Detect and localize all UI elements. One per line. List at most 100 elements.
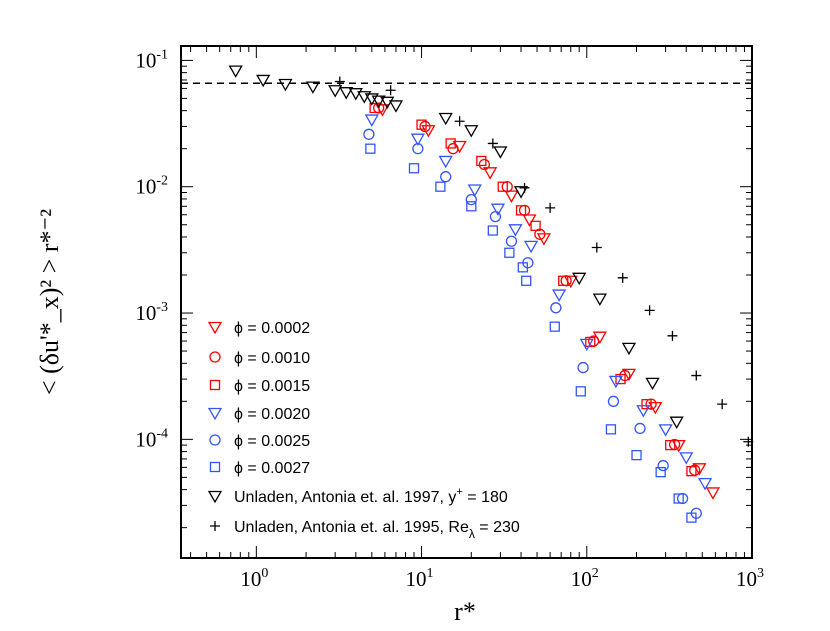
series-4	[363, 128, 702, 519]
legend-marker	[210, 521, 220, 531]
series-3	[364, 114, 713, 491]
data-point	[679, 452, 694, 465]
data-point	[697, 478, 713, 491]
data-point	[508, 224, 523, 237]
data-point	[515, 205, 527, 216]
data-point	[412, 143, 424, 155]
data-point	[671, 439, 686, 453]
data-point	[487, 138, 498, 149]
series-1	[373, 102, 701, 476]
x-tick-label: 100	[240, 566, 268, 591]
x-tick-label: 103	[736, 566, 764, 591]
data-point	[365, 143, 376, 154]
data-point	[435, 181, 446, 192]
data-point	[608, 375, 623, 389]
data-point	[466, 201, 477, 212]
data-point	[519, 182, 530, 193]
data-point	[657, 459, 669, 472]
series-7	[334, 76, 754, 447]
data-point	[617, 272, 628, 283]
plot-frame	[180, 45, 753, 559]
data-point	[686, 512, 697, 523]
data-point	[369, 102, 380, 114]
data-point	[691, 370, 702, 381]
data-point	[305, 81, 321, 94]
data-point	[487, 225, 498, 236]
data-point	[717, 399, 728, 410]
legend-label: ϕ = 0.0027	[234, 460, 310, 477]
series-5	[365, 143, 697, 523]
data-point	[504, 190, 519, 203]
data-point	[523, 240, 539, 254]
data-point	[438, 155, 453, 169]
data-point	[228, 65, 243, 78]
data-point	[551, 289, 567, 302]
data-point	[521, 275, 532, 286]
legend-label: ϕ = 0.0010	[234, 350, 310, 367]
data-point	[631, 449, 642, 461]
data-point	[634, 422, 646, 435]
data-point	[385, 85, 396, 96]
data-point	[497, 181, 508, 192]
data-point	[705, 487, 721, 500]
data-point	[478, 158, 491, 171]
data-point	[577, 361, 589, 374]
series-6	[228, 65, 684, 429]
data-point	[452, 140, 467, 154]
legend-label: ϕ = 0.0015	[234, 378, 310, 395]
data-point	[464, 125, 479, 138]
data-point	[454, 116, 465, 127]
data-point	[560, 275, 572, 287]
data-point	[447, 143, 459, 155]
data-point	[673, 493, 684, 504]
legend-marker	[207, 490, 223, 504]
series-0	[375, 104, 721, 500]
data-point	[641, 398, 652, 410]
tick-labels: 100 101 102 103 10-4 10-3 10-2 10-1	[135, 47, 764, 591]
data-point	[550, 302, 562, 314]
y-axis-label: < (δu'*_x)² > r*⁻²	[35, 209, 64, 395]
data-point	[410, 133, 425, 146]
data-point	[575, 386, 586, 397]
legend-label: ϕ = 0.0002	[234, 320, 310, 337]
legend-marker	[209, 379, 221, 391]
data-point	[278, 78, 293, 92]
legend-marker	[207, 407, 223, 421]
data-point	[416, 119, 427, 130]
data-point	[364, 114, 379, 127]
data-point	[645, 377, 660, 391]
data-point	[591, 242, 602, 253]
data-point	[592, 293, 607, 306]
y-tick-label: 10-3	[135, 300, 168, 325]
legend-marker	[209, 434, 221, 446]
data-point	[408, 163, 420, 174]
data-point	[363, 128, 375, 140]
y-tick-label: 10-1	[135, 47, 168, 72]
data-point	[549, 321, 560, 332]
data-point	[605, 424, 617, 435]
data-point	[490, 203, 506, 216]
data-point	[607, 395, 620, 407]
data-point	[334, 76, 345, 87]
data-point	[504, 247, 515, 258]
data-point	[743, 436, 754, 447]
data-point	[530, 220, 541, 231]
series-2	[369, 102, 697, 477]
legend: ϕ = 0.0002 ϕ = 0.0010 ϕ = 0.0015 ϕ = 0.0020…	[207, 320, 520, 541]
legend-label: ϕ = 0.0020	[234, 406, 310, 423]
y-tick-label: 10-4	[135, 426, 168, 451]
data-point	[621, 342, 637, 356]
legend-label: Unladen, Antonia et. al. 1995, Reλ = 230	[234, 519, 520, 541]
data-point	[592, 331, 607, 344]
data-point	[658, 424, 673, 437]
legend-marker	[207, 321, 223, 335]
data-point	[558, 275, 569, 286]
data-point	[445, 138, 456, 149]
data-point	[465, 193, 477, 206]
data-point	[667, 330, 678, 341]
legend-marker	[209, 461, 221, 473]
x-tick-label: 101	[406, 566, 434, 591]
data-point	[476, 155, 487, 167]
data-point	[669, 416, 684, 429]
